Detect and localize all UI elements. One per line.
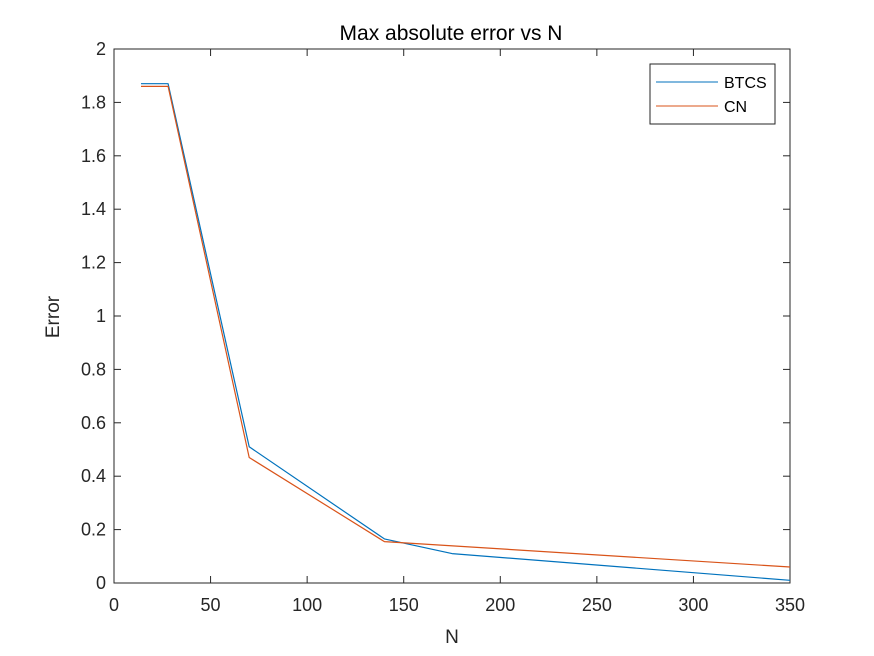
chart-title: Max absolute error vs N xyxy=(340,22,563,45)
y-tick-label: 1.4 xyxy=(81,199,106,219)
y-tick-label: 0.2 xyxy=(81,520,106,540)
series-layer xyxy=(141,83,791,581)
series-line-btcs xyxy=(141,83,791,581)
y-axis-label: Error xyxy=(43,295,64,338)
x-axis: 0 50 100 150 200 250 300 350 xyxy=(109,49,805,615)
x-tick-label: 100 xyxy=(292,595,322,615)
x-axis-label: N xyxy=(445,627,459,648)
x-tick-label: 300 xyxy=(678,595,708,615)
y-tick-label: 1.8 xyxy=(81,92,106,112)
y-tick-label: 0.8 xyxy=(81,359,106,379)
y-tick-label: 0.6 xyxy=(81,413,106,433)
x-tick-label: 50 xyxy=(201,595,221,615)
x-tick-label: 150 xyxy=(389,595,419,615)
y-tick-label: 1 xyxy=(96,306,106,326)
legend: BTCS CN xyxy=(649,63,776,125)
y-tick-label: 0 xyxy=(96,573,106,593)
x-tick-label: 200 xyxy=(485,595,515,615)
y-axis: 0 0.2 0.4 0.6 0.8 1 1.2 1.4 1.6 1.8 2 xyxy=(81,39,790,593)
series-line-cn xyxy=(141,85,791,568)
legend-label-cn: CN xyxy=(724,99,747,116)
x-tick-label: 250 xyxy=(582,595,612,615)
y-tick-label: 1.6 xyxy=(81,146,106,166)
y-tick-label: 0.4 xyxy=(81,466,106,486)
legend-box xyxy=(649,63,776,125)
legend-label-btcs: BTCS xyxy=(724,75,767,92)
y-tick-label: 1.2 xyxy=(81,253,106,273)
x-tick-label: 350 xyxy=(775,595,805,615)
x-tick-label: 0 xyxy=(109,595,119,615)
y-tick-label: 2 xyxy=(96,39,106,59)
plot-area xyxy=(113,48,791,584)
